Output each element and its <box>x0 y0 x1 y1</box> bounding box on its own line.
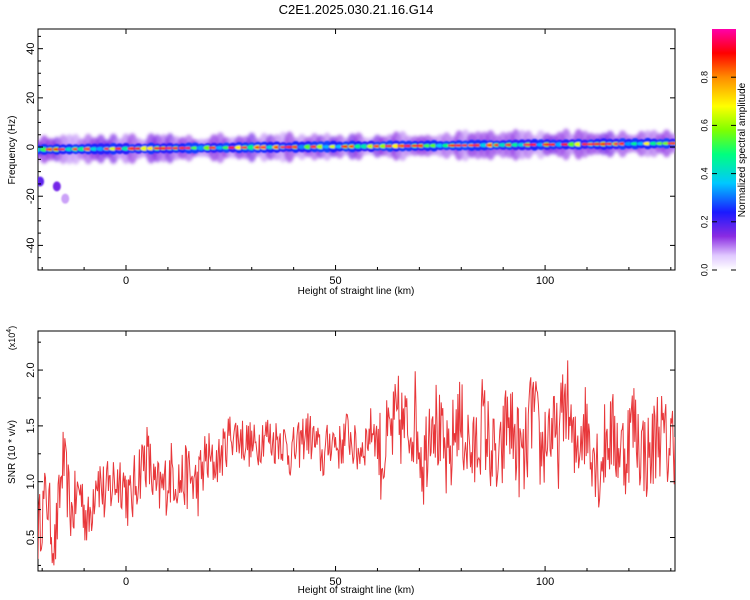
bottom-y-tick-label: 1.0 <box>25 474 37 489</box>
spectral-band <box>38 128 675 204</box>
bottom-x-tick-label: 50 <box>329 576 341 588</box>
top-y-ticks: -40 -20 0 20 40 <box>25 35 675 259</box>
bottom-x-tick-label: 0 <box>123 576 129 588</box>
top-y-tick-label: -40 <box>25 237 37 253</box>
colorbar-tick-label: 0.8 <box>699 71 709 84</box>
colorbar: 0.0 0.2 0.4 0.6 0.8 Normalized spectral ampl… <box>699 29 748 276</box>
top-x-ticks: 0 50 100 <box>41 29 672 287</box>
colorbar-ticks: 0.0 0.2 0.4 0.6 0.8 <box>699 71 736 276</box>
colorbar-tick-label: 0.4 <box>699 167 709 180</box>
top-y-tick-label: 20 <box>25 92 37 104</box>
top-y-tick-label: -20 <box>25 188 37 204</box>
band-peak-cell <box>666 142 675 145</box>
bottom-y-tick-label: 1.5 <box>25 418 37 433</box>
bottom-y-tick-label: 0.5 <box>25 530 37 545</box>
bottom-y-ticks: 0.5 1.0 1.5 2.0 <box>25 341 675 566</box>
colorbar-tick-label: 0.6 <box>699 119 709 132</box>
spectral-blob <box>52 181 61 192</box>
colorbar-label: Normalized spectral amplitude <box>737 82 748 217</box>
multiplier-exp: 4 <box>6 329 13 333</box>
band-core <box>38 137 675 155</box>
multiplier-close: ) <box>7 326 17 329</box>
colorbar-tick-label: 0.2 <box>699 216 709 229</box>
snr-panel: 0 50 100 0.5 1.0 1.5 2.0 Height of straight l… <box>6 326 676 596</box>
bottom-x-ticks: 0 50 100 <box>41 331 672 588</box>
top-x-axis-label: Height of straight line (km) <box>298 286 415 297</box>
top-y-axis-label: Frequency (Hz) <box>7 116 18 185</box>
bottom-y-tick-label: 2.0 <box>25 362 37 377</box>
spectrogram-panel: 0 50 100 -40 -20 0 20 40 Height of straight li… <box>7 28 676 297</box>
figure-title: C2E1.2025.030.21.16.G14 <box>279 2 434 17</box>
colorbar-gradient <box>712 29 736 270</box>
snr-series-line <box>38 360 675 566</box>
top-x-tick-label: 100 <box>536 275 554 287</box>
spectral-blob <box>61 193 70 204</box>
bottom-y-axis-label: SNR (10 * v/v) <box>7 420 18 484</box>
top-x-tick-label: 0 <box>123 275 129 287</box>
bottom-y-multiplier: (x104) <box>6 326 17 350</box>
top-x-tick-label: 50 <box>329 275 341 287</box>
top-y-tick-label: 40 <box>25 43 37 55</box>
colorbar-tick-label: 0.0 <box>699 264 709 277</box>
bottom-x-axis-label: Height of straight line (km) <box>298 585 415 596</box>
multiplier-base: (x10 <box>7 333 17 351</box>
spectral-blob <box>38 176 45 187</box>
bottom-x-tick-label: 100 <box>536 576 554 588</box>
top-y-tick-label: 0 <box>25 144 37 150</box>
